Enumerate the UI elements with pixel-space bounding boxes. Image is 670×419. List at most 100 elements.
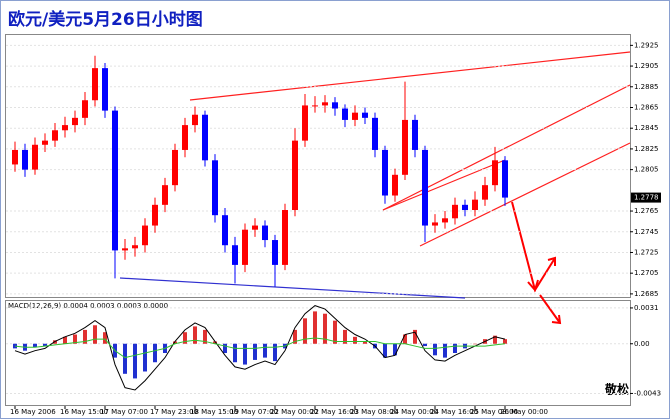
candle-body — [482, 185, 488, 200]
candle-body — [182, 125, 188, 150]
macd-bar — [83, 329, 87, 344]
candle-body — [132, 245, 138, 249]
y-tick-label: 1.2845 — [634, 124, 659, 132]
x-tick-label: 25 May 08:00 — [470, 408, 518, 416]
macd-bar — [93, 325, 97, 344]
macd-bar — [63, 336, 67, 344]
x-tick-label: 22 May 16:00 — [310, 408, 358, 416]
x-tick-label: 26 May 00:00 — [500, 408, 548, 416]
x-tick-label: 24 May 00:00 — [390, 408, 438, 416]
candle-body — [262, 225, 268, 241]
y-tick-label: 1.2905 — [634, 62, 659, 70]
macd-bar — [383, 343, 387, 358]
candle-body — [112, 110, 118, 251]
candle-body — [362, 112, 368, 118]
candle-body — [242, 229, 248, 265]
candle-body — [382, 149, 388, 196]
macd-bar — [233, 343, 237, 363]
macd-bar — [183, 332, 187, 344]
candle-body — [142, 225, 148, 246]
y-tick-label: 1.2765 — [634, 207, 659, 215]
macd-bar — [123, 343, 127, 374]
candle-body — [62, 125, 68, 131]
macd-bar — [253, 343, 257, 360]
macd-bar — [473, 343, 477, 345]
candle-body — [192, 114, 198, 126]
chart-title: 欧元/美元5月26日小时图 — [8, 9, 203, 30]
candle-body — [102, 68, 108, 111]
macd-bar — [303, 318, 307, 344]
signature: 敬松 — [604, 382, 629, 397]
candle-body — [502, 160, 508, 198]
last-price-label: 1.2778 — [634, 194, 659, 202]
macd-bar — [223, 343, 227, 353]
macd-bar — [313, 311, 317, 344]
macd-bar — [343, 329, 347, 344]
candle-body — [12, 149, 18, 165]
macd-bar — [143, 343, 147, 372]
x-tick-label: 19 May 07:00 — [230, 408, 278, 416]
candle-body — [252, 225, 258, 230]
macd-bar — [213, 341, 217, 344]
candle-body — [42, 140, 48, 145]
candle-body — [332, 102, 338, 109]
candle-body — [202, 114, 208, 161]
macd-bar — [33, 343, 37, 348]
macd-bar — [243, 343, 247, 365]
last-price-box — [631, 192, 661, 203]
candle-body — [152, 204, 158, 226]
macd-bar — [333, 320, 337, 344]
candle-body — [402, 119, 408, 175]
candle-body — [32, 144, 38, 170]
candle-body — [442, 218, 448, 223]
macd-line — [14, 337, 506, 359]
y-tick-label: 1.2725 — [634, 248, 659, 256]
candle-body — [232, 245, 238, 265]
x-tick-label: 17 May 07:00 — [100, 408, 148, 416]
y-tick-label: -0.0043 — [634, 389, 661, 397]
macd-bar — [43, 343, 47, 347]
candle-body — [352, 112, 358, 120]
candle-body — [52, 130, 58, 141]
macd-bar — [133, 343, 137, 379]
support-line — [119, 277, 466, 299]
candle-body — [472, 199, 478, 211]
macd-bar — [353, 336, 357, 344]
y-tick-label: 0.00 — [634, 340, 650, 348]
candle-body — [302, 105, 308, 141]
y-tick-label: 1.2925 — [634, 41, 659, 49]
candle-body — [392, 174, 398, 196]
candle-body — [372, 117, 378, 150]
candle-body — [212, 160, 218, 216]
macd-bar — [103, 332, 107, 344]
x-tick-label: 22 May 00:00 — [270, 408, 318, 416]
macd-bar — [153, 343, 157, 363]
macd-bar — [443, 343, 447, 358]
macd-bar — [13, 343, 17, 349]
candle-body — [422, 149, 428, 226]
candle-body — [272, 240, 278, 265]
x-tick-label: 16 May 2006 — [10, 408, 56, 416]
macd-bar — [503, 339, 507, 344]
macd-bar — [263, 343, 267, 358]
candle-body — [82, 100, 88, 118]
macd-bar — [203, 329, 207, 344]
candle-body — [172, 149, 178, 186]
macd-bar — [423, 343, 427, 347]
macd-bar — [323, 313, 327, 344]
candle-body — [22, 149, 28, 170]
y-tick-label: 1.2685 — [634, 290, 659, 298]
candle-body — [222, 215, 228, 246]
candle-body — [292, 140, 298, 211]
candle-body — [72, 117, 78, 126]
price-panel — [5, 34, 631, 298]
macd-bar — [293, 329, 297, 344]
y-tick-label: 1.2885 — [634, 83, 659, 91]
macd-bar — [173, 341, 177, 344]
candle-body — [92, 68, 98, 101]
y-tick-label: 1.2805 — [634, 166, 659, 174]
macd-bar — [393, 343, 397, 356]
candle-body — [282, 210, 288, 265]
macd-bar — [363, 341, 367, 344]
